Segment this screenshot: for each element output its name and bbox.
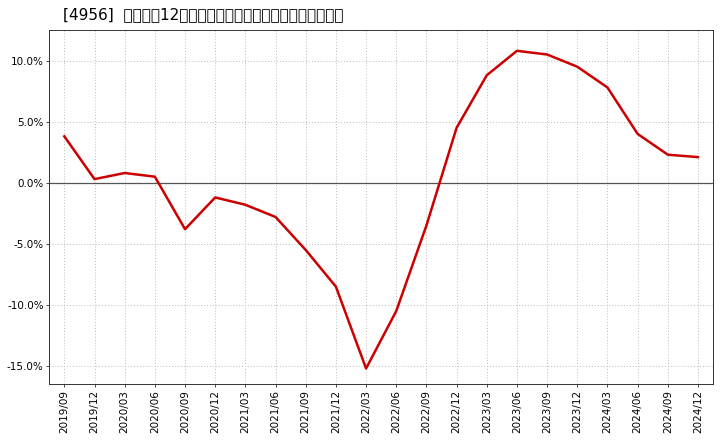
Text: [4956]  売上高の12か月移動合計の対前年同期増減率の推移: [4956] 売上高の12か月移動合計の対前年同期増減率の推移 [63,7,343,22]
